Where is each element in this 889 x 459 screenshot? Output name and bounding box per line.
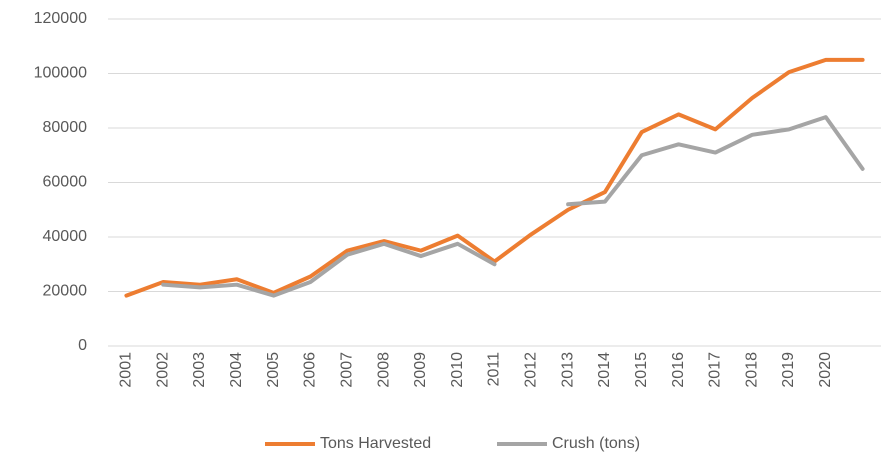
x-tick-label: 2002 [154,352,171,388]
x-tick-label: 2005 [265,352,282,388]
x-tick-label: 2012 [523,352,540,388]
x-tick-label: 2006 [302,352,319,388]
x-tick-label: 2014 [596,352,613,388]
x-tick-label: 2008 [375,352,392,388]
legend-label: Tons Harvested [320,435,431,452]
x-tick-label: 2003 [191,352,208,388]
x-tick-label: 2007 [338,352,355,388]
x-tick-label: 2011 [486,352,503,387]
y-tick-label: 20000 [43,283,88,300]
x-tick-label: 2001 [118,352,135,388]
legend-label: Crush (tons) [552,435,640,452]
x-tick-label: 2017 [707,352,724,388]
x-tick-label: 2020 [817,352,834,388]
x-tick-label: 2018 [743,352,760,388]
y-tick-label: 80000 [43,119,88,136]
x-tick-label: 2019 [780,352,797,388]
x-tick-label: 2015 [633,352,650,388]
y-tick-label: 40000 [43,228,88,245]
y-tick-label: 60000 [43,174,88,191]
series-line [124,57,865,298]
x-tick-label: 2013 [559,352,576,388]
series-line [161,115,865,298]
x-tick-label: 2009 [412,352,429,388]
x-tick-label: 2010 [449,352,466,388]
y-tick-label: 0 [78,337,87,354]
y-tick-label: 100000 [34,65,87,82]
x-tick-label: 2016 [670,352,687,388]
x-tick-label: 2004 [228,352,245,388]
y-tick-label: 120000 [34,10,87,27]
